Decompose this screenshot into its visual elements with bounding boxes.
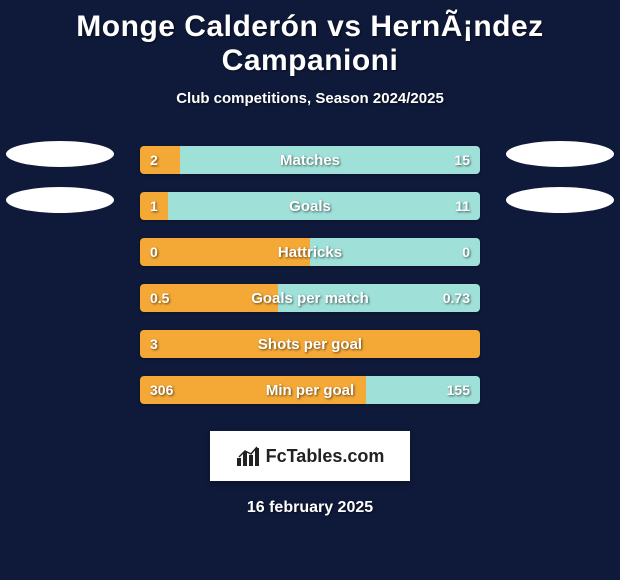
player-right-marker [506, 141, 614, 167]
stat-bar-left [140, 192, 168, 220]
stat-bar [140, 376, 480, 404]
comparison-infographic: Monge Calderón vs HernÃ¡ndez Campanioni … [0, 0, 620, 580]
stat-bar-right [310, 238, 480, 266]
logo-text: FcTables.com [266, 446, 385, 467]
date-text: 16 february 2025 [0, 499, 620, 517]
stat-row: 3Shots per goal [0, 321, 620, 367]
stat-row: 00Hattricks [0, 229, 620, 275]
stat-row: 215Matches [0, 137, 620, 183]
logo-badge: FcTables.com [210, 431, 410, 481]
stat-bar [140, 192, 480, 220]
stat-bar-right [180, 146, 480, 174]
stat-row: 111Goals [0, 183, 620, 229]
stat-bar-right [168, 192, 480, 220]
stat-bar [140, 146, 480, 174]
stat-bar [140, 238, 480, 266]
player-right-marker [506, 187, 614, 213]
stat-bar-left [140, 376, 366, 404]
stats-area: 215Matches111Goals00Hattricks0.50.73Goal… [0, 137, 620, 413]
stat-bar-right [366, 376, 480, 404]
stat-bar-left [140, 284, 278, 312]
stat-row: 306155Min per goal [0, 367, 620, 413]
chart-icon [236, 446, 260, 466]
stat-bar-left [140, 238, 310, 266]
player-left-marker [6, 141, 114, 167]
stat-bar-left [140, 146, 180, 174]
stat-bar [140, 330, 480, 358]
player-left-marker [6, 187, 114, 213]
stat-bar-right [278, 284, 480, 312]
page-title: Monge Calderón vs HernÃ¡ndez Campanioni [0, 0, 620, 78]
stat-bar [140, 284, 480, 312]
stat-row: 0.50.73Goals per match [0, 275, 620, 321]
stat-bar-left [140, 330, 480, 358]
subtitle: Club competitions, Season 2024/2025 [0, 90, 620, 107]
